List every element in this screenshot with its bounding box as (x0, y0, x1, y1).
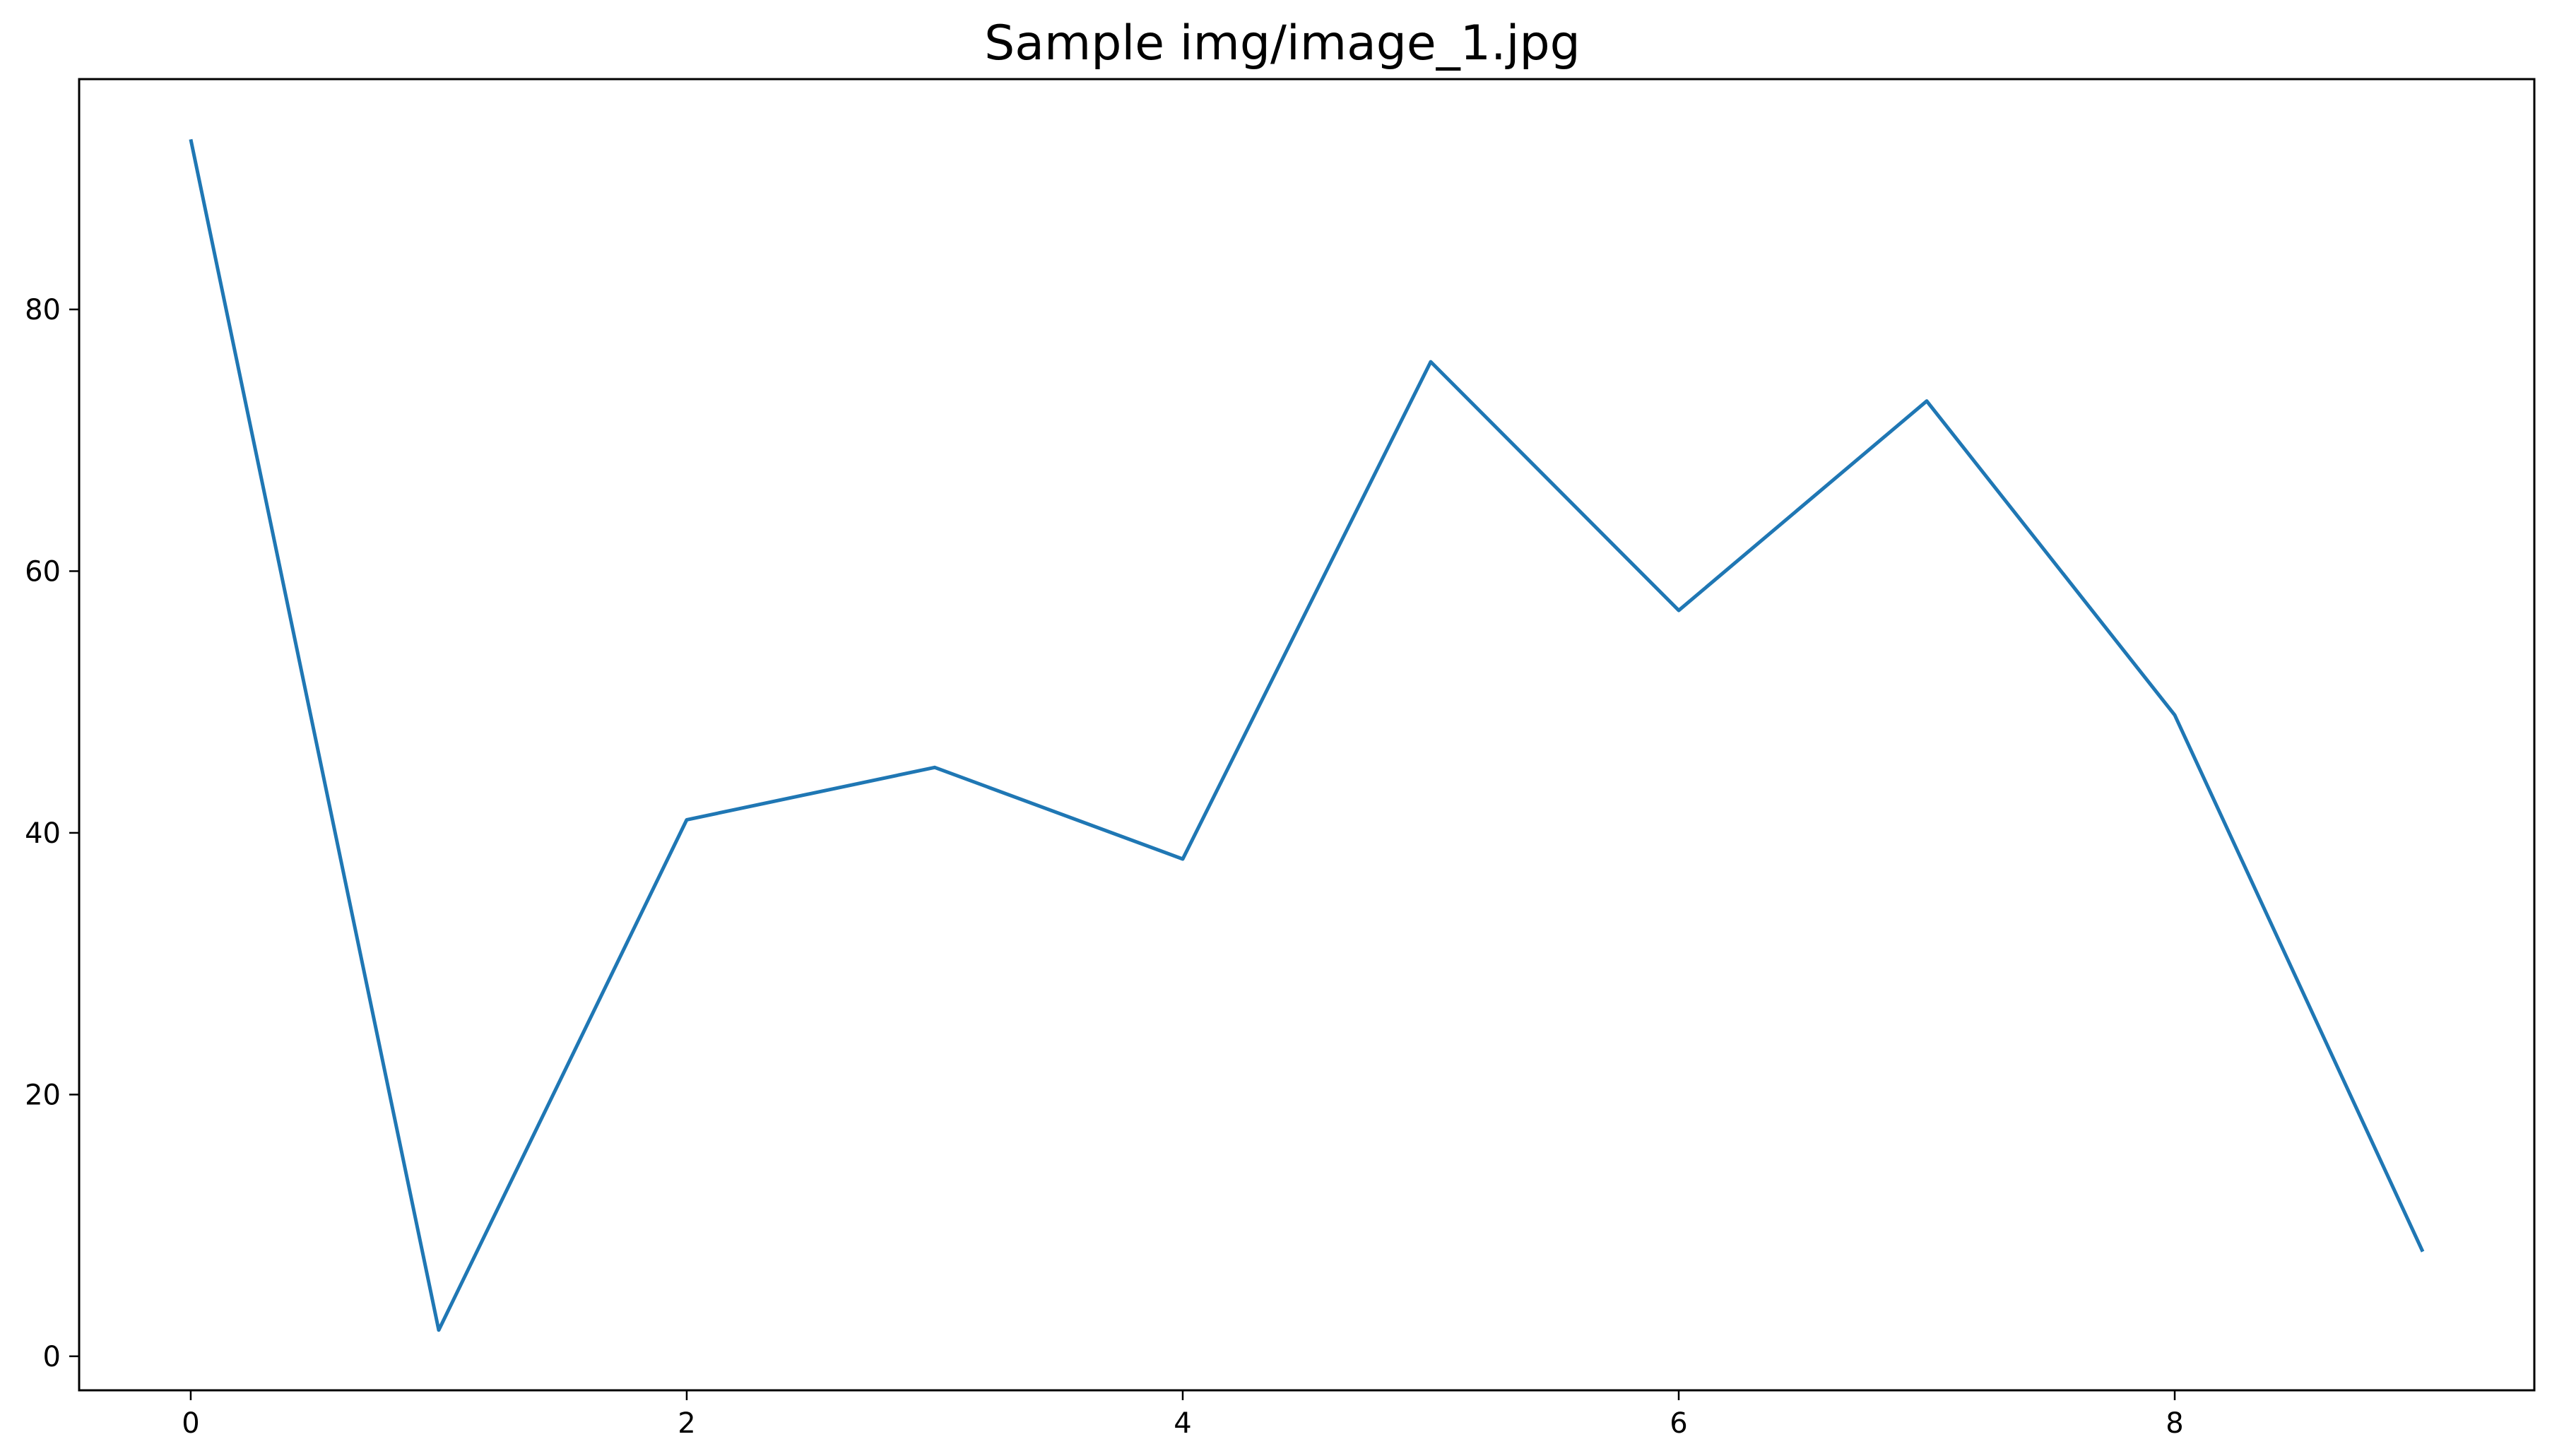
y-tick-label: 20 (25, 1079, 61, 1111)
x-axis: 0 2 4 6 8 (182, 1390, 2184, 1440)
chart-title: Sample img/image_1.jpg (984, 16, 1581, 71)
plot-frame (78, 78, 2536, 1392)
x-tick-label: 8 (2166, 1407, 2183, 1440)
y-axis: 0 20 40 60 80 (25, 294, 79, 1373)
series-layer (189, 138, 2425, 1332)
y-tick-label: 0 (43, 1341, 61, 1373)
x-tick-label: 6 (1670, 1407, 1687, 1440)
y-tick-label: 80 (25, 294, 61, 326)
x-tick-label: 4 (1174, 1407, 1191, 1440)
y-tick-label: 60 (25, 555, 61, 588)
x-tick-label: 2 (678, 1407, 695, 1440)
series-line (189, 138, 2425, 1332)
y-tick-label: 40 (25, 817, 61, 850)
x-tick-label: 0 (182, 1407, 199, 1440)
